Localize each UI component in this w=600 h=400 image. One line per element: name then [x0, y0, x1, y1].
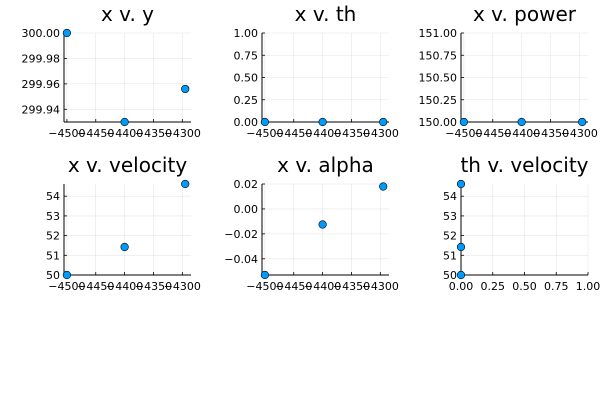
y-tick-label: 151.00 [419, 27, 458, 40]
x-tick-label: −4450 [275, 280, 312, 293]
x-tick-label: −4400 [304, 127, 341, 140]
y-tick-label: 0.50 [234, 72, 259, 85]
x-tick-label: 0.25 [481, 280, 506, 293]
subplot-4: −4500−4450−4400−4350−4300 50 51 52 53 54 x v. … [46, 153, 201, 293]
data-point [517, 117, 526, 127]
subplot-2: −4500−4450−4400−4350−4300 0.00 0.25 0.50 0.7… [234, 2, 399, 140]
x-tick-label: 0.75 [544, 280, 569, 293]
y-tick-label: 299.96 [22, 78, 61, 91]
data-point [379, 182, 388, 191]
x-tick-label: −4300 [362, 127, 399, 140]
x-tick-label: 1.00 [576, 280, 600, 293]
data-point [459, 117, 468, 127]
x-tick-label: −4400 [106, 280, 143, 293]
x-tick-label: −4500 [246, 280, 283, 293]
y-tick-label: 0.00 [234, 203, 259, 216]
y-tick-label: 53 [443, 210, 457, 223]
y-tick-label: 150.00 [419, 116, 458, 129]
x-tick-label: −4400 [503, 127, 540, 140]
subplot-title: x v. y [101, 2, 154, 26]
subplot-1: −4500−4450−4400−4350−4300 299.94 299.96 299… [22, 2, 201, 140]
subplot-title: th v. velocity [460, 153, 588, 177]
y-tick-label: 150.25 [419, 94, 458, 107]
data-point [260, 117, 269, 127]
data-point [181, 179, 190, 189]
y-tick-label: 53 [46, 210, 60, 223]
x-tick-label: −4500 [48, 280, 85, 293]
subplot-title: x v. power [473, 2, 577, 26]
subplot-title: x v. alpha [277, 153, 374, 177]
y-tick-label: 54 [443, 190, 457, 203]
data-point [318, 117, 327, 127]
data-point [379, 117, 388, 127]
data-point [578, 117, 587, 127]
x-tick-label: −4400 [304, 280, 341, 293]
y-tick-label: 50 [443, 269, 457, 282]
data-point [318, 220, 327, 229]
y-tick-label: 51 [46, 249, 60, 262]
x-tick-label: −4450 [77, 280, 114, 293]
y-tick-label: −0.04 [224, 253, 258, 266]
y-tick-label: 52 [46, 230, 60, 243]
subplot-title: x v. th [295, 2, 357, 26]
x-tick-label: −4450 [275, 127, 312, 140]
y-tick-label: 54 [46, 190, 60, 203]
y-tick-label: 50 [46, 269, 60, 282]
x-tick-label: −4500 [48, 127, 85, 140]
subplot-3: −4500−4450−4400−4350−4300 150.00 150.25 150… [419, 2, 598, 140]
data-point [456, 179, 466, 189]
y-tick-label: 52 [443, 230, 457, 243]
subplot-title: x v. velocity [68, 153, 188, 177]
data-point [456, 242, 466, 252]
data-point [456, 270, 466, 280]
data-point [120, 242, 129, 252]
x-tick-label: −4450 [77, 127, 114, 140]
x-tick-label: −4300 [164, 127, 201, 140]
x-tick-label: −4500 [246, 127, 283, 140]
x-tick-label: −4350 [135, 280, 172, 293]
y-tick-label: 150.50 [419, 72, 458, 85]
x-tick-label: 0.50 [512, 280, 537, 293]
x-tick-label: −4350 [333, 280, 370, 293]
y-tick-label: 150.75 [419, 49, 458, 62]
x-tick-label: −4400 [106, 127, 143, 140]
x-tick-label: −4300 [362, 280, 399, 293]
x-tick-label: −4350 [532, 127, 569, 140]
y-tick-label: 1.00 [234, 27, 259, 40]
y-tick-label: −0.02 [224, 228, 258, 241]
x-tick-label: −4300 [164, 280, 201, 293]
y-tick-label: 299.98 [22, 52, 61, 65]
subplot-5: −4500−4450−4400−4350−4300 −0.04 −0.02 0.00 0… [224, 153, 399, 293]
y-tick-label: 0.02 [234, 178, 259, 191]
x-tick-label: −4300 [561, 127, 598, 140]
y-tick-label: 0.75 [234, 49, 259, 62]
y-tick-label: 299.94 [22, 103, 61, 116]
x-tick-label: 0.00 [449, 280, 474, 293]
y-tick-label: 300.00 [22, 27, 61, 40]
data-point [62, 28, 71, 38]
y-tick-label: 51 [443, 249, 457, 262]
x-tick-label: −4350 [135, 127, 172, 140]
y-tick-label: 0.00 [234, 116, 259, 129]
data-point [120, 117, 129, 127]
data-point [62, 270, 71, 280]
x-tick-label: −4500 [445, 127, 482, 140]
data-point [181, 84, 190, 94]
x-tick-label: −4450 [474, 127, 511, 140]
x-tick-label: −4350 [333, 127, 370, 140]
y-tick-label: 0.25 [234, 94, 259, 107]
data-point [260, 270, 269, 280]
